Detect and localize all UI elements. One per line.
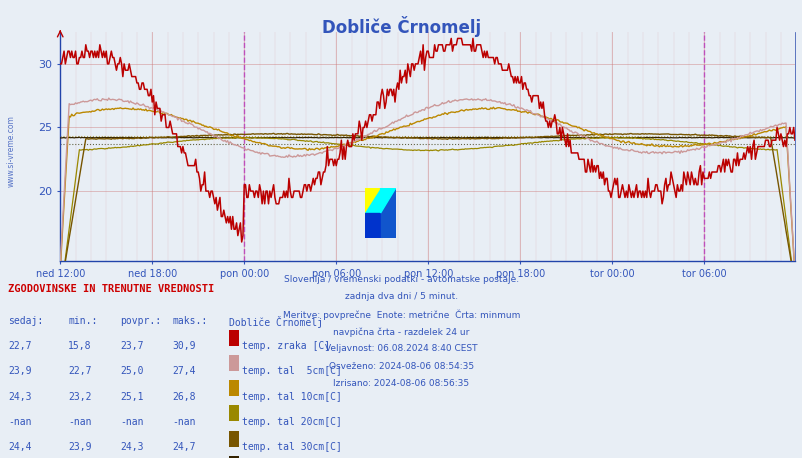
Text: temp. tal 30cm[C]: temp. tal 30cm[C] xyxy=(241,442,341,452)
Text: Osveženo: 2024-08-06 08:54:35: Osveženo: 2024-08-06 08:54:35 xyxy=(329,362,473,371)
Text: temp. tal 10cm[C]: temp. tal 10cm[C] xyxy=(241,392,341,402)
Polygon shape xyxy=(380,188,395,238)
Text: Izrisano: 2024-08-06 08:56:35: Izrisano: 2024-08-06 08:56:35 xyxy=(333,379,469,388)
Text: min.:: min.: xyxy=(68,316,98,326)
Polygon shape xyxy=(380,188,395,213)
Text: -nan: -nan xyxy=(68,417,91,427)
Text: Meritve: povprečne  Enote: metrične  Črta: minmum: Meritve: povprečne Enote: metrične Črta:… xyxy=(282,310,520,320)
Text: 30,9: 30,9 xyxy=(172,341,196,351)
Text: Dobliče Črnomelj: Dobliče Črnomelj xyxy=(322,16,480,37)
Polygon shape xyxy=(365,188,380,213)
Text: sedaj:: sedaj: xyxy=(8,316,43,326)
Text: 22,7: 22,7 xyxy=(68,366,91,376)
Text: Slovenija / vremenski podatki - avtomatske postaje.: Slovenija / vremenski podatki - avtomats… xyxy=(284,275,518,284)
Text: maks.:: maks.: xyxy=(172,316,208,326)
Text: 24,7: 24,7 xyxy=(172,442,196,452)
Text: 23,2: 23,2 xyxy=(68,392,91,402)
Text: 25,0: 25,0 xyxy=(120,366,144,376)
Text: -nan: -nan xyxy=(8,417,31,427)
Text: navpična črta - razdelek 24 ur: navpična črta - razdelek 24 ur xyxy=(333,327,469,337)
Polygon shape xyxy=(365,188,380,213)
Text: povpr.:: povpr.: xyxy=(120,316,161,326)
Text: 23,7: 23,7 xyxy=(120,341,144,351)
Text: 24,4: 24,4 xyxy=(8,442,31,452)
Text: www.si-vreme.com: www.si-vreme.com xyxy=(6,115,15,187)
Text: -nan: -nan xyxy=(120,417,144,427)
Text: ZGODOVINSKE IN TRENUTNE VREDNOSTI: ZGODOVINSKE IN TRENUTNE VREDNOSTI xyxy=(8,284,214,294)
Text: -nan: -nan xyxy=(172,417,196,427)
Text: temp. tal  5cm[C]: temp. tal 5cm[C] xyxy=(241,366,341,376)
Text: 26,8: 26,8 xyxy=(172,392,196,402)
Text: temp. zraka [C]: temp. zraka [C] xyxy=(241,341,330,351)
Text: 24,3: 24,3 xyxy=(8,392,31,402)
Text: 23,9: 23,9 xyxy=(68,442,91,452)
Polygon shape xyxy=(365,213,380,238)
Text: 23,9: 23,9 xyxy=(8,366,31,376)
Text: Dobliče Črnomelj: Dobliče Črnomelj xyxy=(229,316,322,328)
Text: 15,8: 15,8 xyxy=(68,341,91,351)
Text: Veljavnost: 06.08.2024 8:40 CEST: Veljavnost: 06.08.2024 8:40 CEST xyxy=(325,344,477,354)
Text: 22,7: 22,7 xyxy=(8,341,31,351)
Text: zadnja dva dni / 5 minut.: zadnja dva dni / 5 minut. xyxy=(345,292,457,301)
Text: temp. tal 20cm[C]: temp. tal 20cm[C] xyxy=(241,417,341,427)
Text: 27,4: 27,4 xyxy=(172,366,196,376)
Text: 24,3: 24,3 xyxy=(120,442,144,452)
Text: 25,1: 25,1 xyxy=(120,392,144,402)
